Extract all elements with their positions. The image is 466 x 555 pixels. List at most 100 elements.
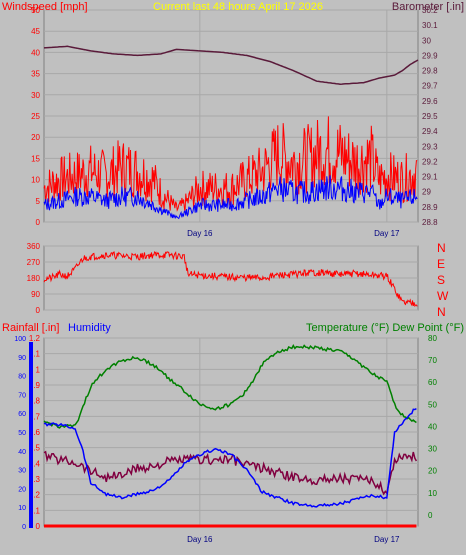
climate-x-tick-label: Day 16 — [187, 535, 213, 544]
direction-tick-label: 180 — [27, 274, 41, 283]
rain-tick-label: 0.3 — [29, 475, 41, 484]
humidity-tick-label: 50 — [18, 430, 26, 437]
temperature-ticks: 0 10 20 30 40 50 60 70 80 — [428, 334, 437, 520]
barometer-tick-label: 29.1 — [422, 173, 438, 182]
wind-tick-label: 35 — [31, 70, 40, 79]
windspeed-axis-label: Windspeed [mph] — [2, 1, 88, 13]
barometer-tick-label: 29.2 — [422, 157, 438, 166]
direction-tick-label: 90 — [31, 290, 40, 299]
wind-x-ticks: Day 16 Day 17 — [187, 229, 400, 238]
rainfall-axis-label: Rainfall [.in] — [2, 322, 59, 334]
compass-label: N — [437, 241, 446, 255]
direction-left-ticks: 0 90 180 270 360 — [27, 242, 41, 315]
temperature-tick-label: 70 — [428, 356, 437, 365]
barometer-tick-label: 29 — [422, 188, 431, 197]
wind-tick-label: 15 — [31, 154, 40, 163]
rain-tick-label: 0.8 — [29, 397, 41, 406]
wind-tick-label: 5 — [36, 197, 41, 206]
humidity-axis-label: Humidity — [68, 322, 111, 334]
wind-tick-label: 10 — [31, 176, 40, 185]
humidity-tick-label: 80 — [18, 374, 26, 381]
humidity-scale-bar — [29, 342, 33, 528]
rain-tick-label: 0.6 — [29, 428, 41, 437]
direction-tick-label: 0 — [36, 306, 41, 315]
climate-x-ticks: Day 16 Day 17 — [187, 535, 400, 544]
direction-series — [43, 251, 418, 308]
barometer-tick-label: 30.1 — [422, 21, 438, 30]
wind-x-tick-label: Day 17 — [374, 229, 400, 238]
barometer-tick-label: 30.2 — [422, 6, 438, 15]
rain-ticks: 0 0.1 0.2 0.3 0.4 0.5 0.6 0.7 0.8 0.9 1 1.1 1.2 — [29, 334, 41, 531]
humidity-tick-label: 40 — [18, 449, 26, 456]
barometer-right-ticks: 28.8 28.9 29 29.1 29.2 29.3 29.4 29.5 29.6 29.7 29… — [422, 6, 438, 227]
compass-label: N — [437, 305, 446, 319]
temperature-tick-label: 80 — [428, 334, 437, 343]
humidity-tick-label: 70 — [18, 392, 26, 399]
rain-tick-label: 0.7 — [29, 412, 41, 421]
wind-tick-label: 20 — [31, 133, 40, 142]
temperature-tick-label: 30 — [428, 445, 437, 454]
temperature-tick-label: 0 — [428, 511, 433, 520]
humidity-tick-label: 10 — [18, 505, 26, 512]
direction-line — [43, 251, 418, 308]
rain-tick-label: 1 — [36, 365, 41, 374]
wind-tick-label: 45 — [31, 27, 40, 36]
rain-tick-label: 0.9 — [29, 381, 41, 390]
humidity-tick-label: 90 — [18, 355, 26, 362]
compass-label: S — [437, 273, 445, 287]
wind-series — [43, 45, 419, 220]
wind-tick-label: 50 — [31, 6, 40, 15]
temperature-tick-label: 10 — [428, 489, 437, 498]
rain-tick-label: 0.2 — [29, 491, 41, 500]
barometer-tick-label: 29.9 — [422, 51, 438, 60]
temperature-tick-label: 20 — [428, 467, 437, 476]
barometer-tick-label: 29.5 — [422, 112, 438, 121]
wind-x-tick-label: Day 16 — [187, 229, 213, 238]
direction-grid — [44, 245, 418, 311]
barometer-tick-label: 29.6 — [422, 97, 438, 106]
climate-series — [43, 344, 418, 528]
barometer-line — [43, 45, 419, 85]
barometer-tick-label: 30 — [422, 36, 431, 45]
average-line — [43, 175, 418, 220]
humidity-line — [43, 407, 417, 508]
wind-left-ticks: 0 5 10 15 20 25 30 35 40 45 50 — [31, 6, 40, 227]
rain-tick-label: 1.1 — [29, 350, 41, 359]
rain-tick-label: 1.2 — [29, 334, 41, 343]
temperature-axis-label: Temperature (°F) Dew Point (°F) — [306, 322, 464, 334]
direction-tick-label: 270 — [27, 258, 41, 267]
chart-title: Current last 48 hours April 17 2026 — [153, 1, 323, 13]
rain-tick-label: 0.5 — [29, 444, 41, 453]
temperature-tick-label: 60 — [428, 378, 437, 387]
humidity-tick-label: 20 — [18, 486, 26, 493]
barometer-tick-label: 29.4 — [422, 127, 438, 136]
barometer-tick-label: 29.3 — [422, 142, 438, 151]
climate-x-tick-label: Day 17 — [374, 535, 400, 544]
direction-tick-label: 360 — [27, 242, 41, 251]
humidity-ticks: 0 10 20 30 40 50 60 70 80 90 100 — [14, 336, 26, 531]
temperature-tick-label: 40 — [428, 422, 437, 431]
humidity-tick-label: 60 — [18, 411, 26, 418]
temperature-line — [43, 344, 417, 429]
barometer-tick-label: 29.7 — [422, 82, 438, 91]
wind-tick-label: 25 — [31, 112, 40, 121]
humidity-tick-label: 100 — [14, 336, 26, 343]
rain-tick-label: 0.4 — [29, 459, 41, 468]
barometer-tick-label: 28.8 — [422, 218, 438, 227]
wind-tick-label: 0 — [36, 218, 41, 227]
wind-tick-label: 40 — [31, 48, 40, 57]
humidity-tick-label: 30 — [18, 468, 26, 475]
barometer-tick-label: 29.8 — [422, 67, 438, 76]
wind-tick-label: 30 — [31, 91, 40, 100]
humidity-tick-label: 0 — [22, 524, 26, 531]
rain-tick-label: 0 — [36, 522, 41, 531]
temperature-tick-label: 50 — [428, 400, 437, 409]
dewpoint-line — [43, 450, 418, 496]
barometer-tick-label: 28.9 — [422, 203, 438, 212]
compass-label: E — [437, 257, 445, 271]
rain-tick-label: 0.1 — [29, 506, 41, 515]
barometer-axis-label: Barometer [.in] — [392, 1, 464, 13]
